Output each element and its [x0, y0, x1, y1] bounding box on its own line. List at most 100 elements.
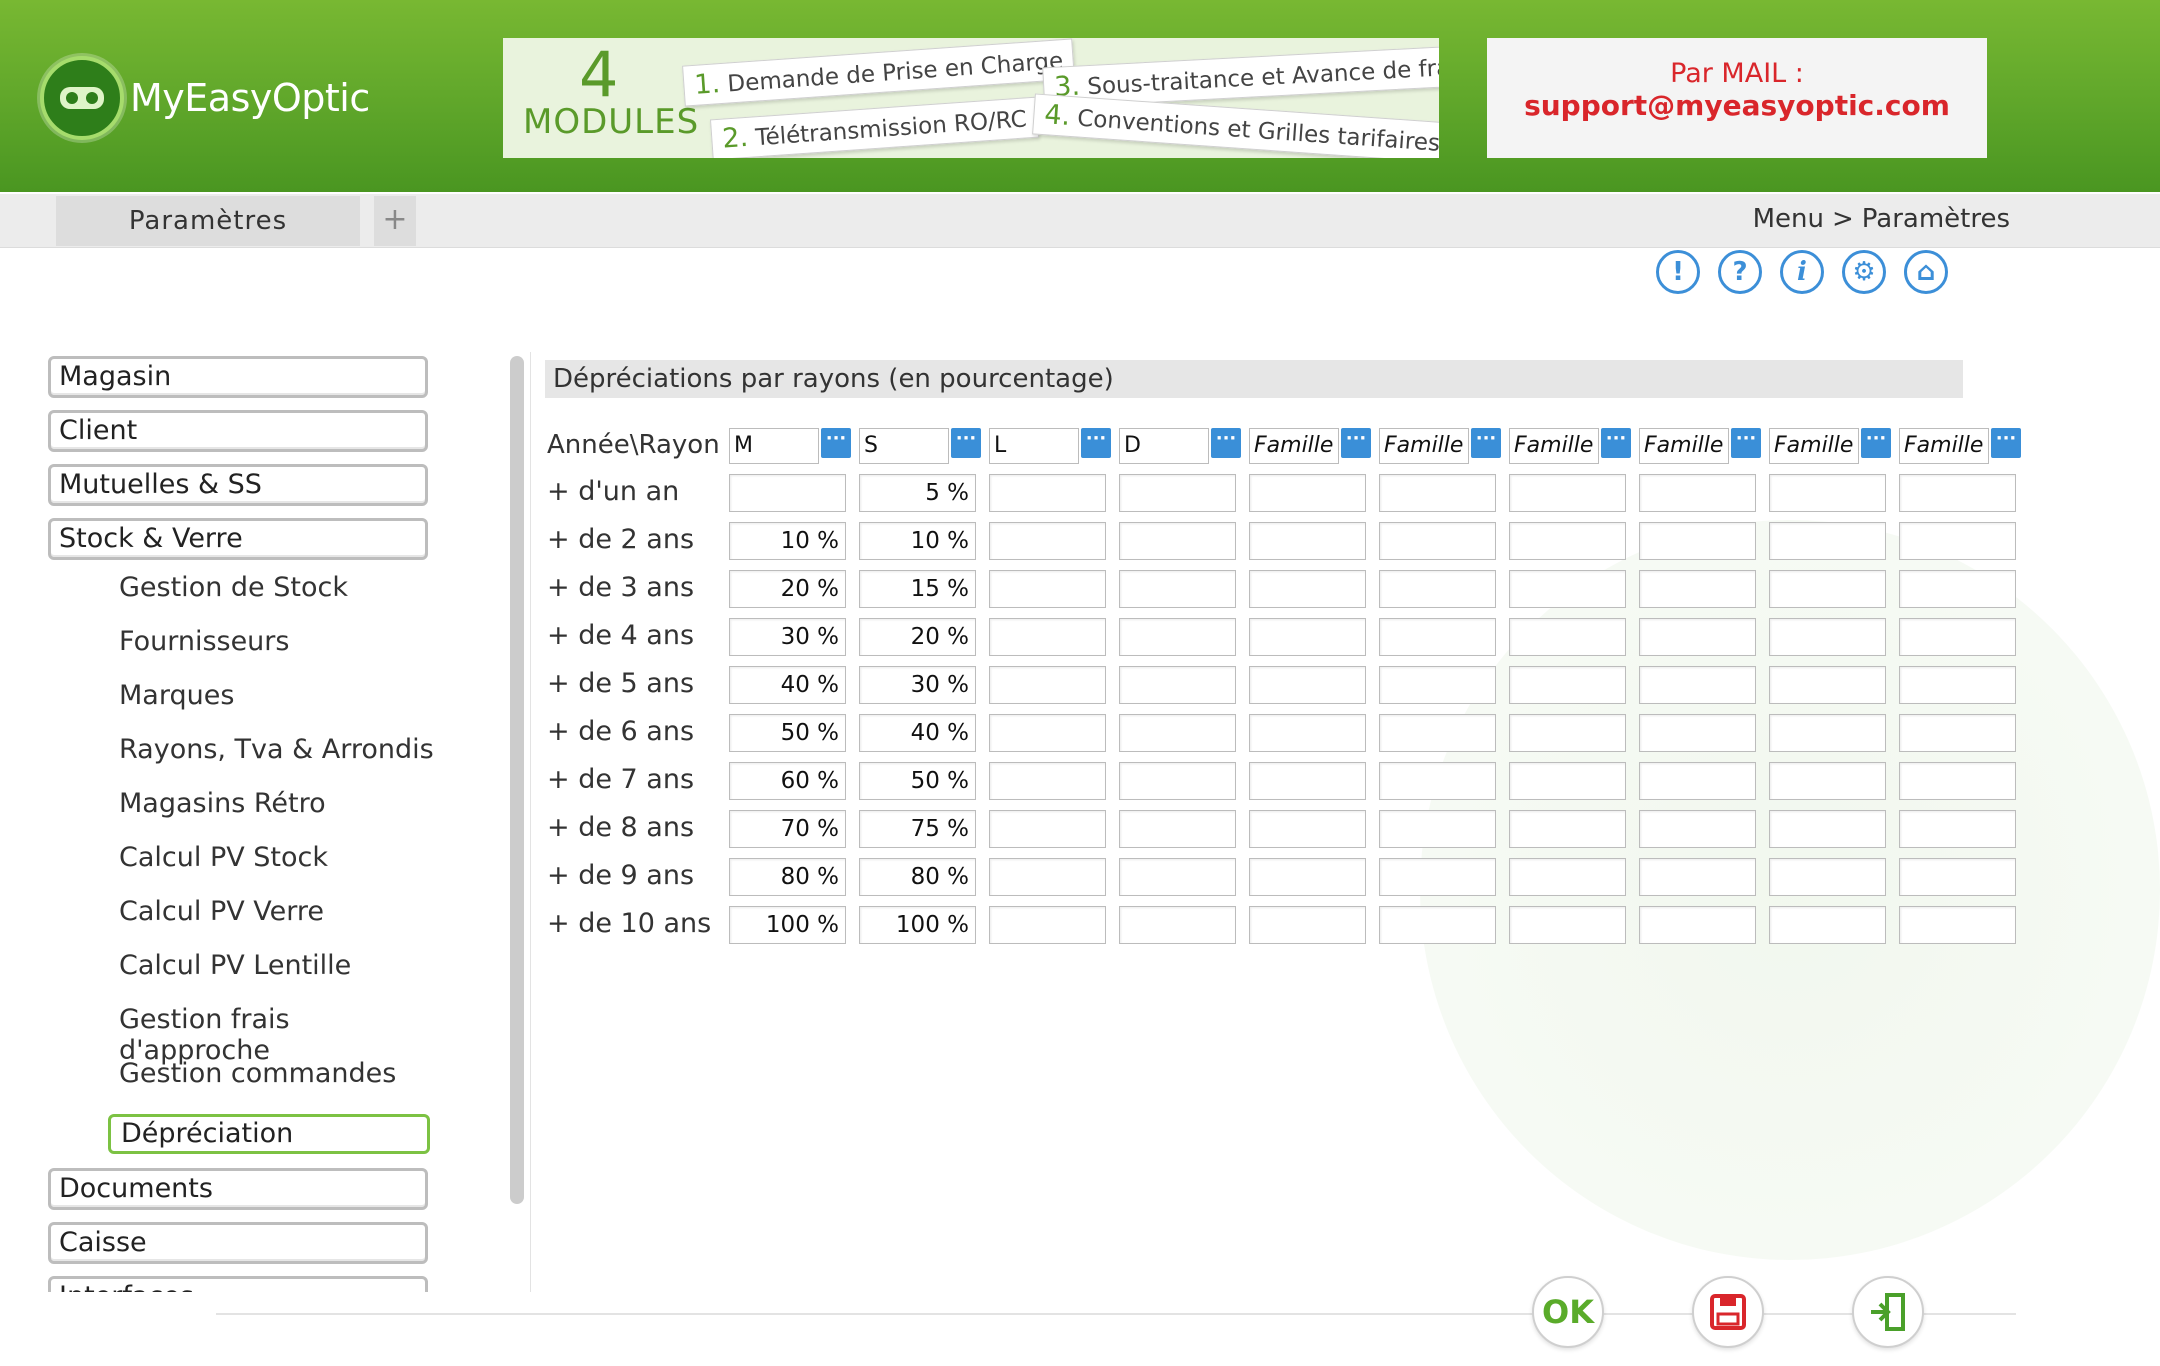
- depreciation-cell[interactable]: 60 %: [729, 762, 846, 800]
- depreciation-cell[interactable]: 40 %: [859, 714, 976, 752]
- depreciation-cell[interactable]: [1509, 906, 1626, 944]
- more-options-icon[interactable]: ···: [1991, 428, 2021, 458]
- depreciation-cell[interactable]: 50 %: [729, 714, 846, 752]
- sidebar-subitem-fournisseurs[interactable]: Fournisseurs: [119, 626, 290, 657]
- more-options-icon[interactable]: ···: [1601, 428, 1631, 458]
- depreciation-cell[interactable]: [1769, 618, 1886, 656]
- depreciation-cell[interactable]: [1379, 618, 1496, 656]
- depreciation-cell[interactable]: 100 %: [859, 906, 976, 944]
- depreciation-cell[interactable]: [1379, 570, 1496, 608]
- depreciation-cell[interactable]: [989, 858, 1106, 896]
- depreciation-cell[interactable]: [1899, 522, 2016, 560]
- depreciation-cell[interactable]: [1509, 474, 1626, 512]
- depreciation-cell[interactable]: 20 %: [859, 618, 976, 656]
- more-options-icon[interactable]: ···: [1211, 428, 1241, 458]
- rayon-input[interactable]: L: [989, 428, 1079, 464]
- depreciation-cell[interactable]: [1249, 570, 1366, 608]
- depreciation-cell[interactable]: [1769, 666, 1886, 704]
- more-options-icon[interactable]: ···: [1731, 428, 1761, 458]
- sidebar-item-mutuelles[interactable]: Mutuelles & SS: [48, 464, 428, 506]
- depreciation-cell[interactable]: [1639, 474, 1756, 512]
- depreciation-cell[interactable]: [1769, 858, 1886, 896]
- sidebar-item-magasin[interactable]: Magasin: [48, 356, 428, 398]
- rayon-input[interactable]: D: [1119, 428, 1209, 464]
- sidebar-item-stock-verre[interactable]: Stock & Verre: [48, 518, 428, 560]
- depreciation-cell[interactable]: [1119, 714, 1236, 752]
- depreciation-cell[interactable]: [1249, 666, 1366, 704]
- sidebar-item-documents[interactable]: Documents: [48, 1168, 428, 1210]
- depreciation-cell[interactable]: [1249, 858, 1366, 896]
- alert-icon[interactable]: !: [1656, 250, 1700, 294]
- depreciation-cell[interactable]: 15 %: [859, 570, 976, 608]
- depreciation-cell[interactable]: [1119, 522, 1236, 560]
- depreciation-cell[interactable]: [1509, 714, 1626, 752]
- exit-button[interactable]: [1852, 1276, 1924, 1348]
- depreciation-cell[interactable]: [1119, 666, 1236, 704]
- depreciation-cell[interactable]: 5 %: [859, 474, 976, 512]
- depreciation-cell[interactable]: [1769, 714, 1886, 752]
- depreciation-cell[interactable]: [1119, 570, 1236, 608]
- depreciation-cell[interactable]: [1639, 570, 1756, 608]
- sidebar-item-client[interactable]: Client: [48, 410, 428, 452]
- depreciation-cell[interactable]: [1509, 618, 1626, 656]
- depreciation-cell[interactable]: [1899, 474, 2016, 512]
- depreciation-cell[interactable]: 20 %: [729, 570, 846, 608]
- sidebar-subitem-gestion-stock[interactable]: Gestion de Stock: [119, 572, 348, 603]
- depreciation-cell[interactable]: [989, 618, 1106, 656]
- depreciation-cell[interactable]: [1639, 666, 1756, 704]
- rayon-input[interactable]: Famille: [1899, 428, 1989, 464]
- info-icon[interactable]: i: [1780, 250, 1824, 294]
- depreciation-cell[interactable]: [1509, 570, 1626, 608]
- rayon-input[interactable]: Famille: [1249, 428, 1339, 464]
- sidebar-subitem-marques[interactable]: Marques: [119, 680, 235, 711]
- depreciation-cell[interactable]: [1769, 570, 1886, 608]
- depreciation-cell[interactable]: [1119, 858, 1236, 896]
- sidebar-subitem-calcul-pv-lentille[interactable]: Calcul PV Lentille: [119, 950, 352, 981]
- add-tab-button[interactable]: +: [374, 196, 416, 246]
- sidebar-item-interfaces[interactable]: Interfaces: [48, 1276, 428, 1292]
- depreciation-cell[interactable]: [1899, 906, 2016, 944]
- rayon-input[interactable]: Famille: [1509, 428, 1599, 464]
- sidebar-subitem-calcul-pv-verre[interactable]: Calcul PV Verre: [119, 896, 325, 927]
- depreciation-cell[interactable]: [1899, 570, 2016, 608]
- depreciation-cell[interactable]: [989, 666, 1106, 704]
- depreciation-cell[interactable]: [1249, 714, 1366, 752]
- sidebar-subitem-gestion-commandes[interactable]: Gestion commandes: [119, 1058, 397, 1089]
- depreciation-cell[interactable]: [1509, 762, 1626, 800]
- support-mail-banner[interactable]: Par MAIL : support@myeasyoptic.com: [1487, 38, 1987, 158]
- depreciation-cell[interactable]: [989, 906, 1106, 944]
- depreciation-cell[interactable]: [1769, 474, 1886, 512]
- depreciation-cell[interactable]: [1639, 906, 1756, 944]
- depreciation-cell[interactable]: [1379, 714, 1496, 752]
- tab-parametres[interactable]: Paramètres: [56, 196, 360, 246]
- depreciation-cell[interactable]: [989, 810, 1106, 848]
- depreciation-cell[interactable]: [1249, 762, 1366, 800]
- depreciation-cell[interactable]: [1509, 810, 1626, 848]
- depreciation-cell[interactable]: [1899, 762, 2016, 800]
- rayon-input[interactable]: Famille: [1769, 428, 1859, 464]
- depreciation-cell[interactable]: [1119, 906, 1236, 944]
- depreciation-cell[interactable]: [1639, 618, 1756, 656]
- rayon-input[interactable]: Famille: [1379, 428, 1469, 464]
- depreciation-cell[interactable]: [1119, 618, 1236, 656]
- save-button[interactable]: [1692, 1276, 1764, 1348]
- depreciation-cell[interactable]: [1119, 474, 1236, 512]
- depreciation-cell[interactable]: [1249, 618, 1366, 656]
- depreciation-cell[interactable]: [1379, 762, 1496, 800]
- depreciation-cell[interactable]: 50 %: [859, 762, 976, 800]
- rayon-input[interactable]: M: [729, 428, 819, 464]
- ok-button[interactable]: OK: [1532, 1276, 1604, 1348]
- depreciation-cell[interactable]: 40 %: [729, 666, 846, 704]
- depreciation-cell[interactable]: [729, 474, 846, 512]
- depreciation-cell[interactable]: [1119, 810, 1236, 848]
- depreciation-cell[interactable]: [1769, 906, 1886, 944]
- sidebar-subitem-magasins-retro[interactable]: Magasins Rétro: [119, 788, 326, 819]
- depreciation-cell[interactable]: [1899, 714, 2016, 752]
- mail-address[interactable]: support@myeasyoptic.com: [1524, 89, 1950, 122]
- depreciation-cell[interactable]: [1899, 618, 2016, 656]
- depreciation-cell[interactable]: [1899, 858, 2016, 896]
- depreciation-cell[interactable]: [1769, 522, 1886, 560]
- tools-icon[interactable]: ⚙: [1842, 250, 1886, 294]
- depreciation-cell[interactable]: [1119, 762, 1236, 800]
- more-options-icon[interactable]: ···: [1471, 428, 1501, 458]
